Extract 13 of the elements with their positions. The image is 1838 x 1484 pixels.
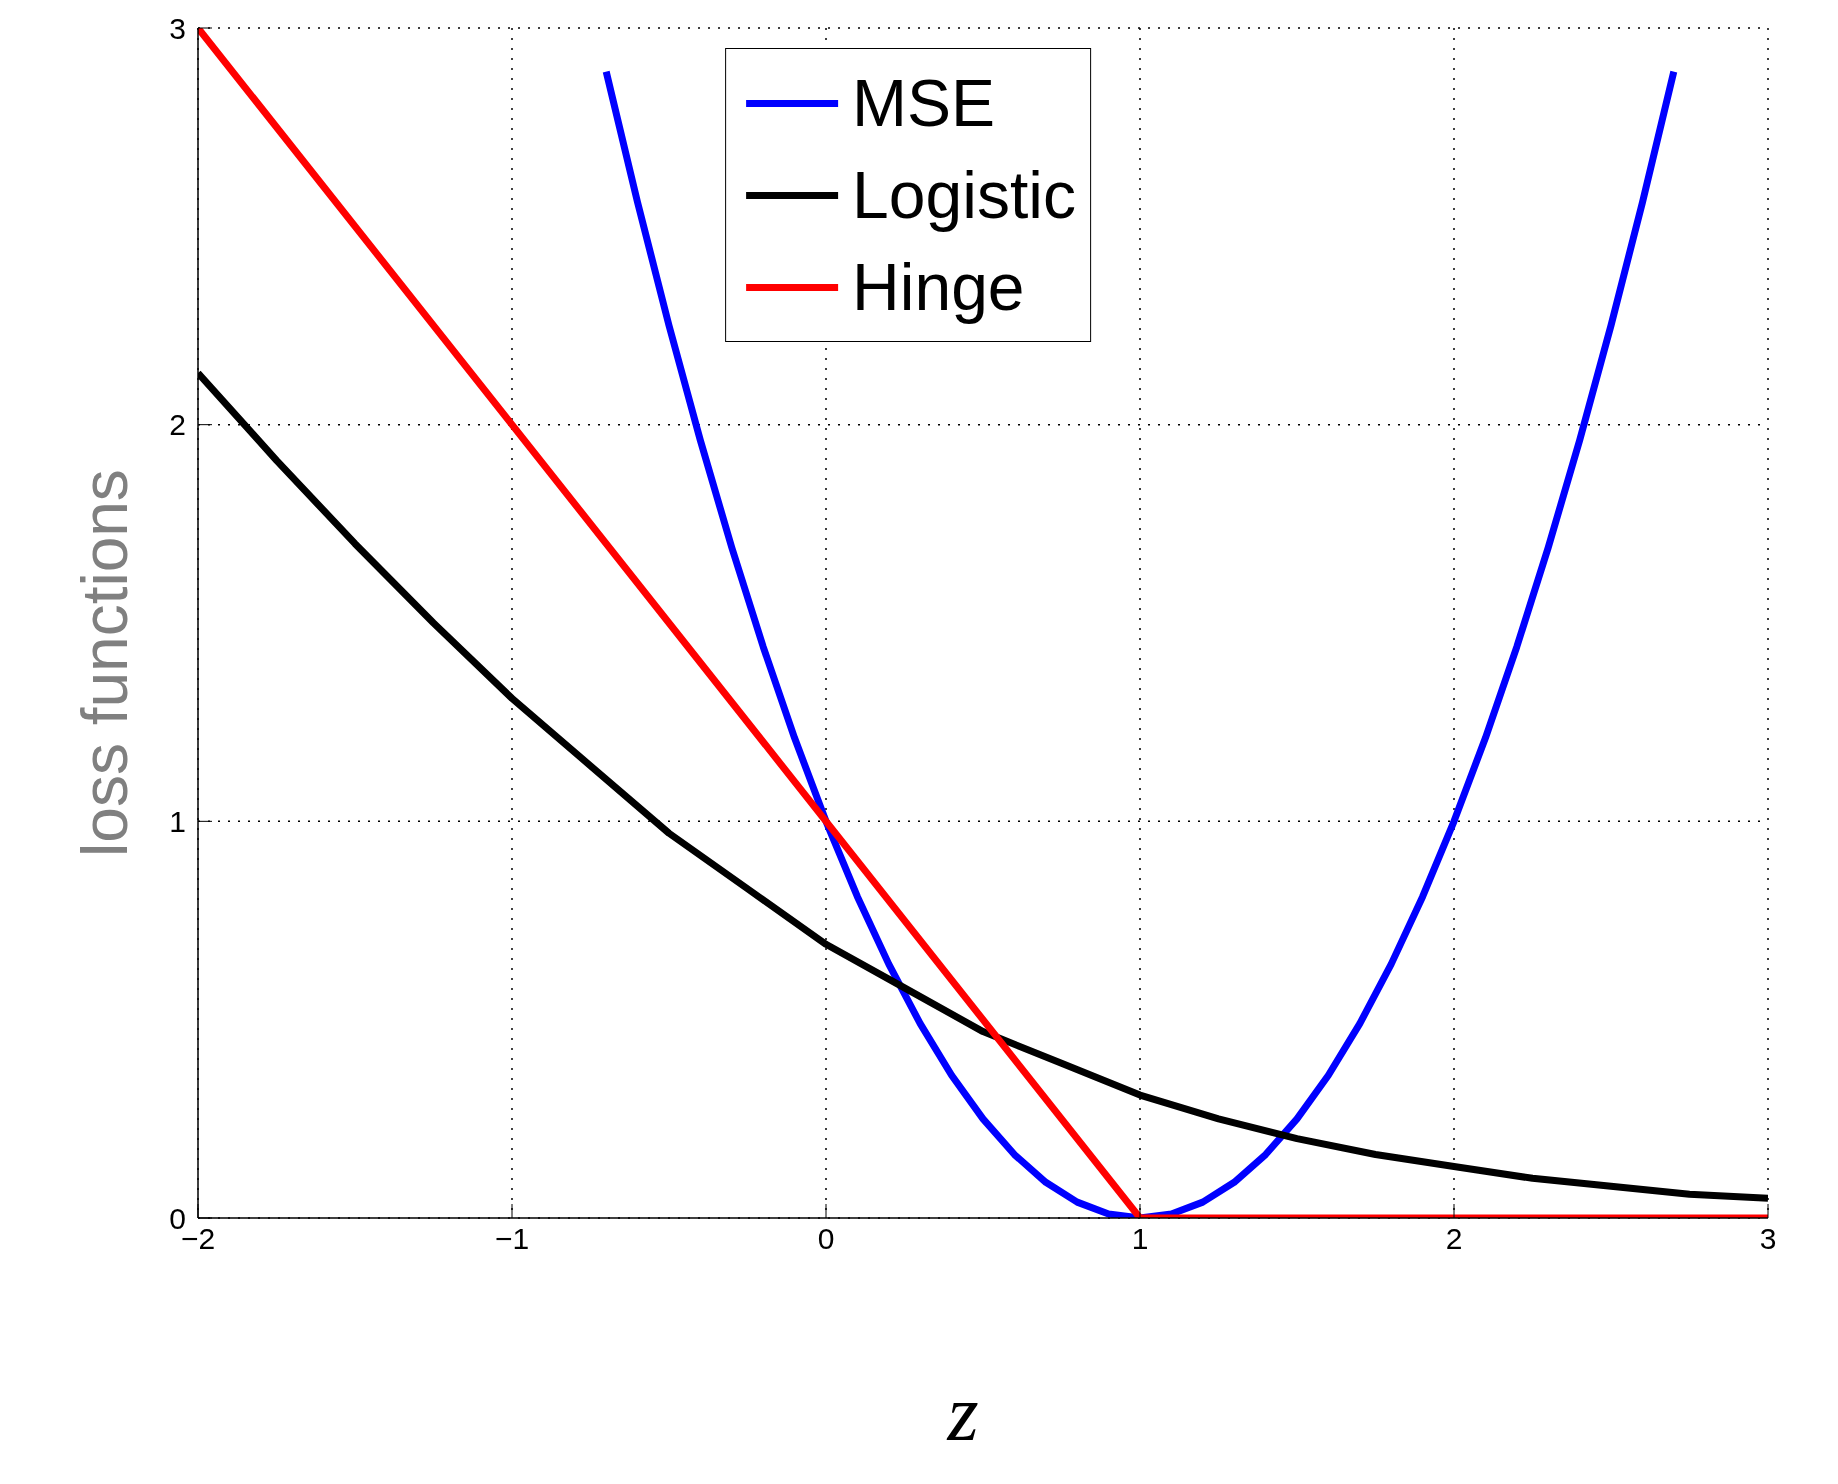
x-tick-label: −1 (494, 1222, 530, 1256)
x-axis-title: z (947, 1368, 979, 1459)
x-tick-label: 1 (1131, 1222, 1149, 1256)
x-tick-label: 0 (817, 1222, 835, 1256)
x-tick-label: 2 (1445, 1222, 1463, 1256)
x-tick-label: 3 (1759, 1222, 1777, 1256)
y-tick-label: 3 (169, 11, 186, 45)
y-tick-label: 2 (169, 408, 186, 442)
y-axis-title: loss functions (68, 469, 142, 857)
y-tick-label: 1 (169, 804, 186, 838)
legend-label: MSE (852, 65, 996, 142)
legend-label: Logistic (852, 157, 1076, 234)
legend-label: Hinge (852, 249, 1025, 326)
